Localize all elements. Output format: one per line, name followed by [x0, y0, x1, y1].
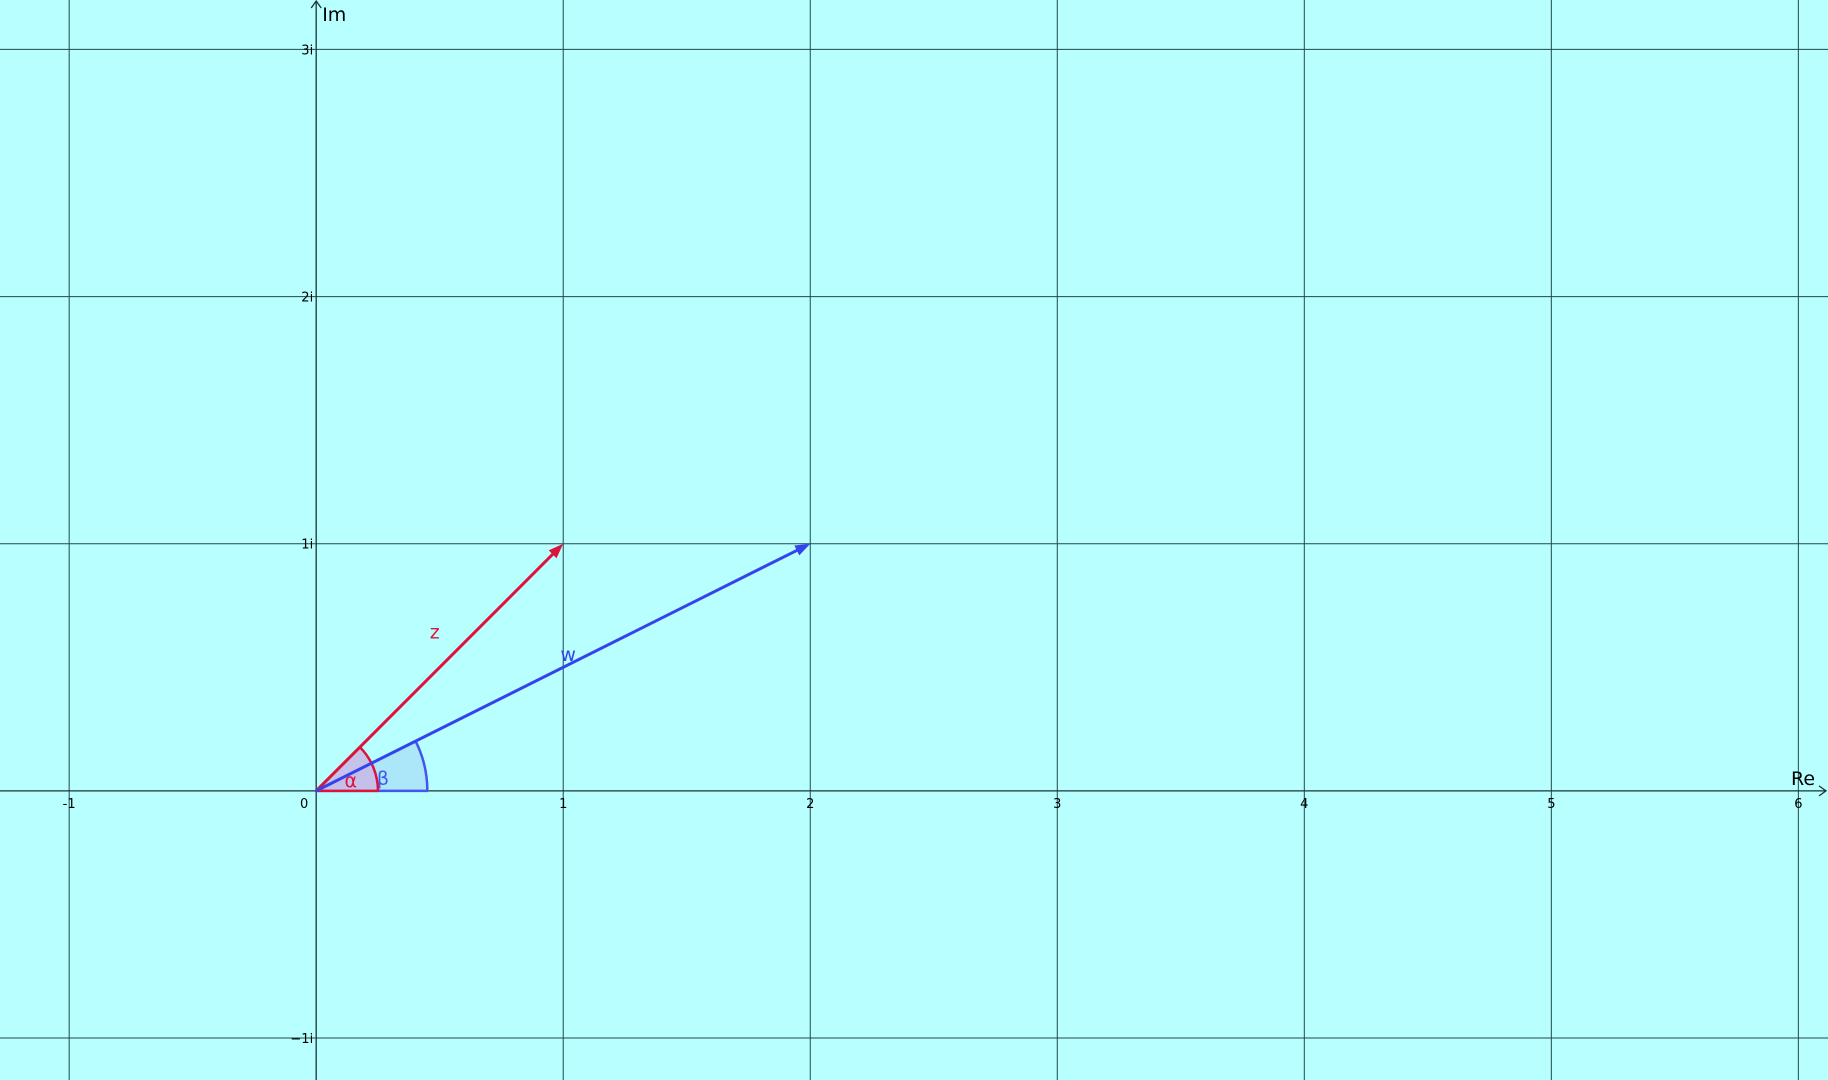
x-tick-label: 4 — [1300, 797, 1308, 812]
imaginary-axis-arrowhead — [310, 0, 322, 9]
vector-z-arrowhead — [548, 543, 564, 559]
angle-beta-label: β — [377, 767, 389, 789]
y-tick-label: 1i — [301, 538, 313, 553]
x-tick-label: 2 — [806, 797, 814, 812]
real-axis-label: Re — [1791, 768, 1815, 790]
imaginary-axis-label: Im — [322, 4, 346, 26]
y-tick-label: −1i — [290, 1032, 313, 1047]
vector-w-label: w — [560, 644, 576, 666]
vector-w-line — [314, 548, 799, 793]
x-tick-label: -1 — [63, 797, 76, 812]
x-tick-label: 6 — [1794, 797, 1802, 812]
real-axis-arrowhead — [1818, 785, 1828, 797]
x-tick-label: 1 — [559, 797, 567, 812]
y-tick-label: 3i — [301, 43, 313, 58]
origin-label: 0 — [300, 797, 308, 812]
x-tick-label: 5 — [1547, 797, 1555, 812]
vector-z-line — [314, 552, 555, 793]
vector-w-arrowhead — [794, 543, 811, 556]
x-tick-label: 3 — [1053, 797, 1061, 812]
tick-labels: -1 1 2 3 4 5 6 −1i 1i 2i 3i 0 — [63, 43, 1803, 1047]
y-tick-label: 2i — [301, 291, 313, 306]
vector-z-label: z — [430, 622, 440, 644]
vectors: zw — [314, 543, 811, 793]
